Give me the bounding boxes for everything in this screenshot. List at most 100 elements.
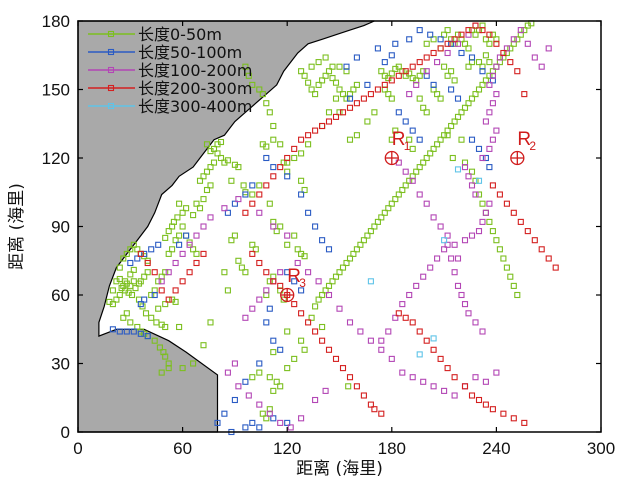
data-point xyxy=(183,205,190,212)
data-point xyxy=(266,278,273,285)
y-tick-label: 180 xyxy=(42,12,70,31)
data-point xyxy=(141,296,148,303)
data-point xyxy=(270,415,277,422)
data-point xyxy=(486,72,493,79)
data-point xyxy=(127,319,134,326)
data-point xyxy=(454,113,462,120)
data-point xyxy=(263,143,270,150)
data-point xyxy=(176,241,183,248)
x-axis-title: 距离 (海里) xyxy=(296,459,383,479)
data-point xyxy=(308,86,315,93)
data-point xyxy=(130,241,137,248)
data-point xyxy=(231,200,238,207)
data-point xyxy=(434,141,441,148)
data-point xyxy=(475,191,483,198)
data-point xyxy=(242,209,249,216)
data-point xyxy=(454,255,462,262)
data-point xyxy=(406,136,413,143)
data-point xyxy=(144,259,151,267)
data-point xyxy=(510,36,517,43)
data-point xyxy=(165,296,172,303)
data-point xyxy=(284,365,291,372)
data-point xyxy=(158,278,165,285)
data-point xyxy=(148,291,155,299)
data-point xyxy=(475,396,483,404)
data-point xyxy=(329,63,336,70)
data-point xyxy=(496,54,503,61)
radar-label-sub: 3 xyxy=(299,276,306,290)
data-point xyxy=(475,86,483,93)
data-point xyxy=(266,410,273,417)
data-point xyxy=(123,328,130,335)
data-point xyxy=(249,374,256,381)
data-point xyxy=(242,269,249,276)
data-point xyxy=(179,365,186,372)
data-point xyxy=(371,406,378,413)
data-point xyxy=(449,154,456,162)
data-point xyxy=(468,182,476,189)
data-point xyxy=(482,118,489,125)
data-point xyxy=(482,378,489,385)
data-point xyxy=(329,278,336,285)
data-point xyxy=(346,95,354,102)
data-point xyxy=(203,141,211,148)
data-point xyxy=(472,91,479,98)
data-point xyxy=(249,182,256,189)
radar-label: R xyxy=(392,129,406,150)
data-point xyxy=(441,237,448,244)
data-point xyxy=(325,109,333,116)
data-point xyxy=(510,282,517,289)
data-point xyxy=(207,319,214,326)
data-point xyxy=(409,319,416,326)
data-point xyxy=(444,365,451,372)
x-tick-label: 240 xyxy=(482,439,510,458)
data-point xyxy=(298,415,305,422)
data-point xyxy=(277,419,284,426)
data-point xyxy=(409,145,416,152)
legend-label: 长度200-300m xyxy=(138,79,252,98)
data-point xyxy=(270,349,277,356)
y-tick-label: 0 xyxy=(61,423,70,442)
data-point xyxy=(514,68,521,75)
data-point xyxy=(144,333,151,340)
data-point xyxy=(468,136,476,143)
data-point xyxy=(399,68,406,75)
data-point xyxy=(322,287,329,294)
data-point xyxy=(280,296,287,303)
data-point xyxy=(444,132,451,139)
data-point xyxy=(552,264,559,271)
data-point xyxy=(256,401,263,408)
legend-item: 长度300-400m xyxy=(88,97,252,116)
data-point xyxy=(179,223,186,230)
data-point xyxy=(132,285,139,292)
data-point xyxy=(291,301,298,308)
data-point xyxy=(416,136,423,143)
data-point xyxy=(364,118,371,125)
data-point xyxy=(517,27,524,34)
data-point xyxy=(165,228,172,235)
legend-label: 长度0-50m xyxy=(138,25,222,44)
data-point xyxy=(346,104,354,111)
data-point xyxy=(392,314,399,321)
data-point xyxy=(346,374,354,381)
data-point xyxy=(305,269,312,276)
data-point xyxy=(395,72,402,79)
data-point xyxy=(130,266,137,273)
data-point xyxy=(277,141,284,148)
legend-item: 长度200-300m xyxy=(88,79,252,98)
data-point xyxy=(381,209,388,216)
data-point xyxy=(270,164,277,171)
data-point xyxy=(493,127,500,134)
data-point xyxy=(315,296,322,303)
data-point xyxy=(151,269,158,276)
data-point xyxy=(399,186,406,194)
data-point xyxy=(128,291,136,299)
data-point xyxy=(479,154,486,162)
data-point xyxy=(444,72,451,79)
data-point xyxy=(454,40,462,47)
data-point xyxy=(319,291,326,299)
data-point xyxy=(367,278,374,285)
data-point xyxy=(312,127,319,134)
data-point xyxy=(332,273,340,280)
data-point xyxy=(451,269,458,276)
